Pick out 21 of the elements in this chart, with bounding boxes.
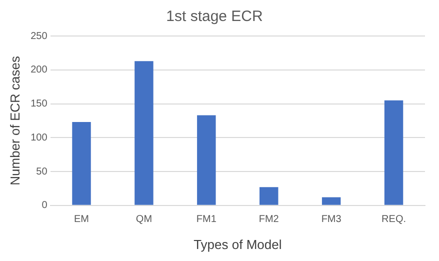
x-tick-label: REQ.: [382, 214, 406, 226]
x-tick-label: QM: [136, 214, 152, 226]
y-tick-label: 150: [30, 98, 48, 110]
y-tick-label: 0: [42, 200, 48, 212]
y-axis-title: Number of ECR cases: [7, 56, 22, 186]
bar: [384, 100, 404, 205]
y-tick-label: 200: [30, 64, 48, 76]
bar: [197, 115, 216, 205]
y-tick-label: 100: [30, 132, 48, 144]
bar: [134, 61, 154, 205]
x-tick-label: EM: [74, 214, 90, 226]
chart-title: 1st stage ECR: [166, 8, 264, 26]
x-tick-label: FM2: [258, 214, 280, 226]
x-tick-label: FM1: [196, 214, 217, 226]
x-tick-label: FM3: [321, 214, 342, 226]
y-tick-label: 250: [30, 30, 48, 42]
bar: [260, 187, 278, 205]
x-axis-title: Types of Model: [194, 236, 282, 252]
bar: [72, 122, 91, 205]
y-tick-label: 50: [36, 166, 48, 178]
bar: [322, 197, 341, 205]
